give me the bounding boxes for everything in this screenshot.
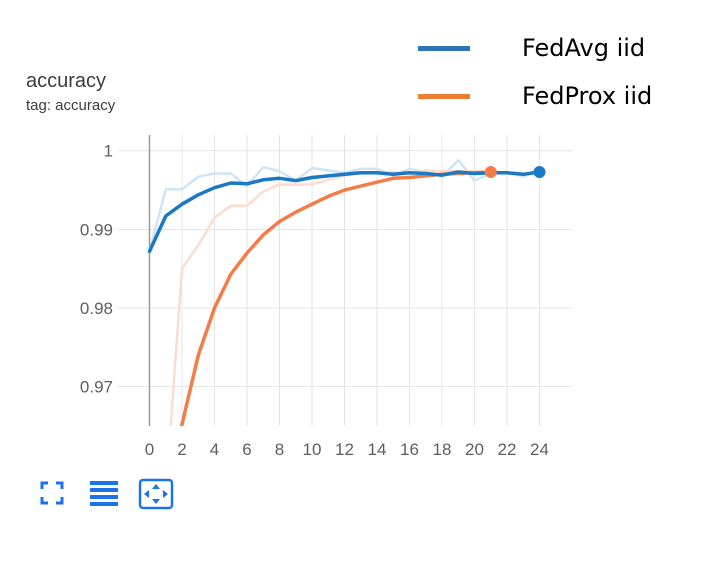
series-end-marker-1 (484, 165, 497, 178)
x-tick-label: 16 (400, 440, 419, 459)
fit-domain-button[interactable] (138, 478, 174, 512)
y-tick-label: 0.98 (80, 299, 113, 318)
x-tick-label: 12 (335, 440, 354, 459)
y-tick-label: 0.99 (80, 220, 113, 239)
legend-item-fedavg: FedAvg iid (418, 30, 688, 70)
x-tick-label: 20 (465, 440, 484, 459)
fullscreen-button[interactable] (38, 478, 74, 512)
plot-area (147, 158, 542, 426)
series-smoothed-line-1 (179, 170, 493, 426)
x-tick-label: 18 (433, 440, 452, 459)
x-tick-label: 22 (498, 440, 517, 459)
x-tick-label: 14 (368, 440, 387, 459)
chart-subtitle: tag: accuracy (26, 97, 116, 114)
y-tick-label: 0.97 (80, 378, 113, 397)
chart-title: accuracy (26, 70, 107, 92)
legend-swatch-fedavg (418, 46, 470, 51)
x-tick-label: 24 (530, 440, 549, 459)
y-tick-label: 1 (104, 142, 113, 161)
legend-label-fedprox: FedProx iid (522, 82, 653, 110)
legend-item-fedprox: FedProx iid (418, 78, 688, 118)
toggle-log-scale-icon (90, 481, 118, 506)
legend-swatch-fedprox (418, 94, 470, 99)
x-tick-label: 10 (303, 440, 322, 459)
legend-label-fedavg: FedAvg iid (522, 34, 646, 62)
toggle-log-scale-button[interactable] (88, 478, 124, 512)
fit-domain-icon (138, 478, 174, 510)
x-tick-label: 8 (275, 440, 284, 459)
x-tick-label: 6 (242, 440, 251, 459)
x-tick-label: 2 (177, 440, 186, 459)
x-tick-label: 0 (145, 440, 154, 459)
chart-toolbar (38, 478, 198, 512)
series-smoothed-line-0 (147, 170, 542, 254)
series-end-marker-0 (533, 165, 546, 178)
fullscreen-icon (40, 481, 64, 505)
x-tick-label: 4 (210, 440, 219, 459)
series-raw-line-1 (169, 169, 491, 426)
